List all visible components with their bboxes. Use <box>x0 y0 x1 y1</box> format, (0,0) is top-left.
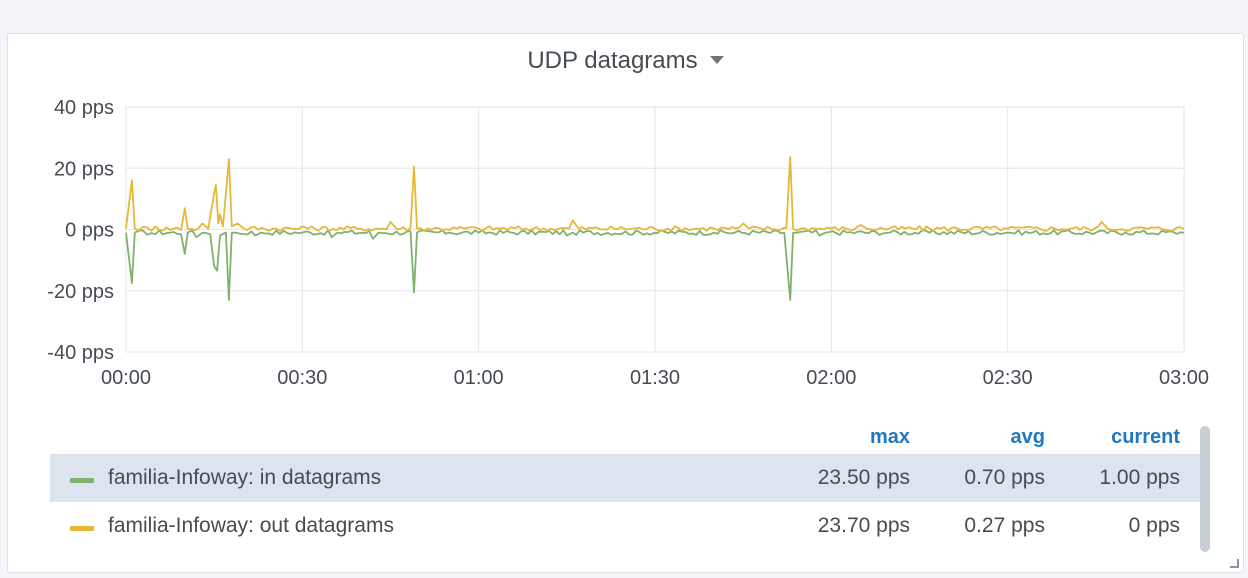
chart-grid <box>125 106 1185 353</box>
x-tick-label: 03:00 <box>1159 367 1209 389</box>
legend-row-in-datagrams[interactable]: familia-Infoway: in datagrams 23.50 pps … <box>50 454 1200 502</box>
x-tick-label: 01:00 <box>454 367 504 389</box>
y-tick-label: 40 pps <box>54 97 114 119</box>
x-tick-label: 02:30 <box>983 367 1033 389</box>
y-tick-label: -40 pps <box>47 342 114 364</box>
graph-panel: UDP datagrams 40 pps 20 pps 0 pps -20 pps -4… <box>7 33 1244 573</box>
x-tick-label: 00:30 <box>277 367 327 389</box>
x-tick-label: 00:00 <box>101 367 151 389</box>
legend: max avg current familia-Infoway: in data… <box>50 422 1200 550</box>
series-group <box>125 156 1185 301</box>
series-color-swatch[interactable] <box>70 478 94 483</box>
resize-handle-icon[interactable] <box>1230 559 1239 568</box>
legend-series-name[interactable]: familia-Infoway: in datagrams <box>108 466 382 489</box>
x-axis: 00:00 00:30 01:00 01:30 02:00 02:30 03:00 <box>101 367 1209 389</box>
x-tick-label: 01:30 <box>630 367 680 389</box>
series-line <box>125 156 1185 232</box>
y-tick-label: 0 pps <box>65 220 114 242</box>
legend-value-avg: 0.70 pps <box>964 466 1045 489</box>
y-tick-label: 20 pps <box>54 158 114 180</box>
y-tick-label: -20 pps <box>47 281 114 303</box>
plot-border <box>125 106 1185 353</box>
legend-value-current: 0 pps <box>1128 514 1180 537</box>
legend-value-max: 23.50 pps <box>817 466 910 489</box>
panel-title-text[interactable]: UDP datagrams <box>527 47 698 74</box>
x-tick-label: 02:00 <box>806 367 856 389</box>
legend-col-current[interactable]: current <box>1111 426 1180 448</box>
caret-down-icon[interactable] <box>709 55 724 64</box>
legend-value-current: 1.00 pps <box>1099 466 1180 489</box>
legend-scrollbar[interactable] <box>1200 426 1210 552</box>
legend-col-max[interactable]: max <box>869 426 910 448</box>
legend-header: max avg current <box>50 422 1200 454</box>
series-color-swatch[interactable] <box>70 526 94 531</box>
legend-value-avg: 0.27 pps <box>964 514 1045 537</box>
legend-value-max: 23.70 pps <box>817 514 910 537</box>
panel-title[interactable]: UDP datagrams <box>8 46 1243 76</box>
y-axis: 40 pps 20 pps 0 pps -20 pps -40 pps <box>47 97 114 364</box>
legend-col-avg[interactable]: avg <box>1010 426 1045 448</box>
legend-row-out-datagrams[interactable]: familia-Infoway: out datagrams 23.70 pps… <box>50 502 1200 550</box>
legend-series-name[interactable]: familia-Infoway: out datagrams <box>108 514 394 537</box>
